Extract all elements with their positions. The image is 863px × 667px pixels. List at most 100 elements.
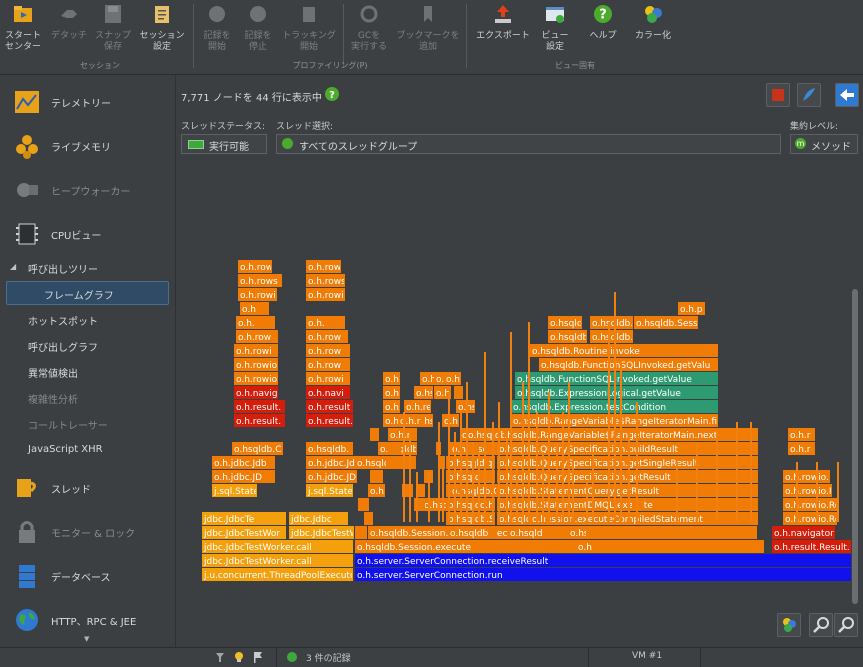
flame-frame[interactable]: o.hsqldb.Sessi	[634, 316, 700, 329]
flame-spike[interactable]	[454, 432, 456, 522]
flame-frame[interactable]: o.h.	[444, 372, 463, 385]
flame-frame-bar[interactable]	[306, 470, 357, 483]
start-center-button[interactable]: スタート センター	[2, 4, 44, 53]
run-gc-button[interactable]: GCを 実行する	[346, 4, 392, 53]
flame-frame[interactable]: o.h.navig	[234, 386, 278, 399]
flame-frame-bar[interactable]	[568, 526, 587, 539]
flame-spike[interactable]	[522, 382, 524, 522]
flame-frame-bar[interactable]	[306, 442, 353, 455]
flame-spike[interactable]	[837, 462, 839, 522]
flame-frame-bar[interactable]	[530, 512, 549, 525]
flame-frame[interactable]: o.h.row	[236, 330, 278, 343]
flame-frame-bar[interactable]	[355, 456, 416, 469]
flame-frame-bar[interactable]	[306, 386, 350, 399]
flame-frame[interactable]: o.h.navigator.	[772, 526, 836, 539]
sidebar-item-monitors-locks[interactable]: モニター & ロック	[0, 511, 175, 551]
flame-frame-bar[interactable]	[446, 512, 495, 525]
lightbulb-icon[interactable]	[233, 651, 245, 663]
flame-spike[interactable]	[478, 452, 480, 522]
flame-frame-bar[interactable]	[548, 316, 582, 329]
flame-frame[interactable]	[370, 428, 379, 441]
flame-frame[interactable]: o.h	[383, 400, 400, 413]
flame-frame[interactable]: o.hsqldb.Se	[548, 330, 603, 343]
flame-frame[interactable]: jdbc.JdbcTestWor	[202, 526, 286, 539]
flame-frame[interactable]: o.hsqldb.FunctionSQLInvoked.getValu	[539, 358, 718, 371]
flame-frame-bar[interactable]	[383, 414, 400, 427]
flame-frame-bar[interactable]	[234, 414, 285, 427]
flame-frame-bar[interactable]	[448, 526, 497, 539]
flame-frame-bar[interactable]	[370, 470, 383, 483]
flame-frame[interactable]: o.h.result.	[234, 414, 285, 427]
sidebar-item-live-memory[interactable]: ライブメモリ	[0, 125, 175, 165]
sidebar-item-telemetry[interactable]: テレメトリー	[0, 81, 175, 121]
flame-frame-bar[interactable]	[515, 372, 718, 385]
flame-spike[interactable]	[562, 412, 564, 522]
flame-frame[interactable]: o.h	[530, 512, 549, 525]
flame-spike[interactable]	[428, 472, 430, 522]
flame-spike[interactable]	[796, 462, 798, 522]
flame-frame-bar[interactable]	[234, 372, 278, 385]
flame-frame-bar[interactable]	[306, 316, 345, 329]
flame-frame[interactable]: o.h.row	[306, 344, 350, 357]
flame-frame[interactable]: o.h.jdbc.JD	[306, 470, 357, 483]
flame-frame[interactable]: o.h.p	[678, 302, 705, 315]
flame-frame-bar[interactable]	[238, 274, 282, 287]
flame-frame-bar[interactable]	[590, 330, 633, 343]
flame-spike[interactable]	[636, 402, 638, 522]
flame-frame[interactable]: o.hs	[368, 484, 389, 497]
flame-spike[interactable]	[608, 322, 610, 522]
flame-frame[interactable]: o.h.navi	[306, 386, 350, 399]
sidebar-item-call-tree[interactable]: 呼び出しツリー	[28, 265, 98, 276]
flame-frame-bar[interactable]	[772, 526, 835, 539]
snapshot-save-button[interactable]: スナップ 保存	[92, 4, 134, 53]
flame-spike[interactable]	[438, 422, 440, 522]
flame-frame-bar[interactable]	[289, 526, 354, 539]
flame-spike[interactable]	[448, 392, 450, 522]
flame-frame-bar[interactable]	[355, 554, 851, 567]
flame-frame-bar[interactable]	[238, 288, 277, 301]
detach-button[interactable]: デタッチ	[48, 4, 90, 42]
flame-frame-bar[interactable]	[289, 512, 348, 525]
flame-frame-bar[interactable]	[202, 568, 353, 581]
flame-frame-bar[interactable]	[552, 526, 561, 539]
flame-frame-bar[interactable]	[539, 358, 718, 371]
sidebar-item-hot-spots[interactable]: ホットスポット	[28, 317, 98, 328]
help-icon[interactable]: ?	[325, 87, 339, 101]
flame-spike[interactable]	[628, 432, 630, 522]
flame-frame[interactable]: j.u.concurrent.ThreadPoolExecutor	[202, 568, 359, 581]
flame-frame[interactable]: o.h.row	[306, 358, 350, 371]
flame-spike[interactable]	[716, 432, 718, 522]
flame-frame[interactable]: o.hs	[383, 414, 404, 427]
flame-frame[interactable]: o.h.row	[306, 330, 348, 343]
flame-frame[interactable]: o.hsqldb.	[306, 442, 353, 455]
flame-frame-bar[interactable]	[404, 400, 431, 413]
flame-spike[interactable]	[516, 462, 518, 522]
flame-frame-bar[interactable]	[418, 484, 425, 497]
flame-spike[interactable]	[696, 442, 698, 522]
flame-frame[interactable]: o.h.	[306, 316, 345, 329]
flame-frame-bar[interactable]	[306, 400, 353, 413]
flame-graph[interactable]: o.h.server.ServerConnection.run j.u.concu…	[176, 157, 863, 647]
sidebar-item-complexity-analysis[interactable]: 複雑性分析	[28, 395, 78, 406]
flame-spike[interactable]	[528, 322, 530, 522]
flame-frame[interactable]: o.h.rowio.Ro	[783, 498, 841, 511]
session-settings-button[interactable]: セッション 設定	[138, 4, 186, 53]
flame-spike[interactable]	[442, 462, 444, 522]
flame-frame[interactable]: o.h	[450, 442, 479, 455]
flame-frame[interactable]: o.hsqldb.ExpressionLogical.getValue	[515, 386, 718, 399]
flame-frame-bar[interactable]	[306, 484, 353, 497]
flame-frame[interactable]: o.hsqldb.C	[232, 442, 283, 455]
flame-frame[interactable]: o.h.result	[306, 400, 353, 413]
flag-icon[interactable]	[252, 651, 264, 663]
flame-frame-bar[interactable]	[442, 414, 459, 427]
flame-spike[interactable]	[572, 462, 574, 522]
flame-frame-bar[interactable]	[212, 484, 257, 497]
flame-spike[interactable]	[586, 482, 588, 522]
flame-spike[interactable]	[536, 412, 538, 522]
vertical-scrollbar[interactable]	[852, 289, 858, 604]
flame-spike[interactable]	[568, 382, 570, 522]
sidebar-item-threads[interactable]: スレッド	[0, 467, 175, 507]
flame-frame-bar[interactable]	[370, 428, 379, 441]
flame-frame[interactable]: jdbc.JdbcTestWorker.call	[202, 540, 353, 553]
flame-frame-bar[interactable]	[456, 400, 475, 413]
